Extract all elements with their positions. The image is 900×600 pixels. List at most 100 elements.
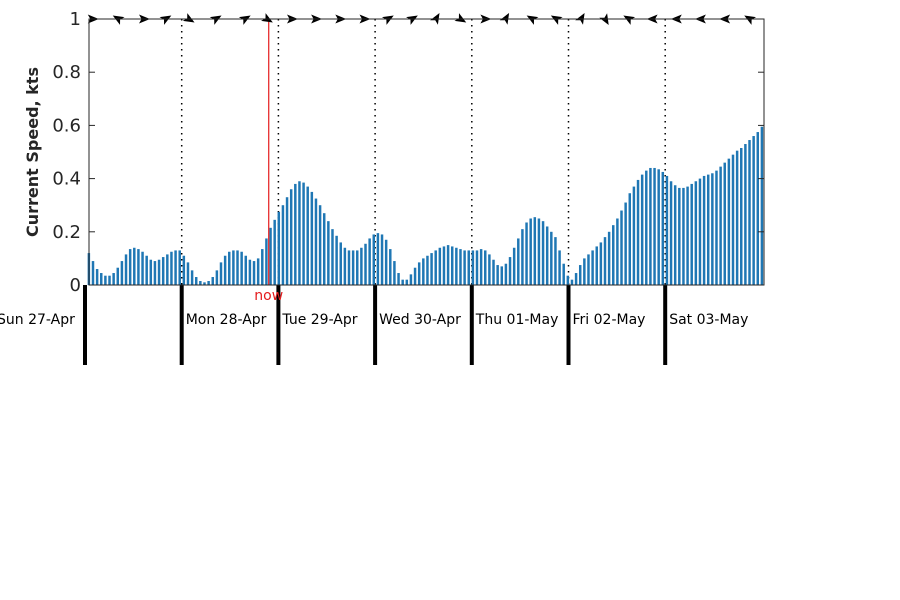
plot-frame — [88, 18, 765, 286]
speed-bar — [475, 250, 479, 285]
speed-bar — [289, 189, 293, 285]
speed-bar — [430, 253, 433, 285]
speed-bar — [570, 279, 574, 285]
speed-bar — [211, 277, 214, 285]
speed-bar — [108, 275, 111, 285]
speed-bar — [174, 250, 177, 285]
x-axis-day-labels: Sun 27-Apr Mon 28-Apr Tue 29-Apr Wed 30-Apr… — [0, 312, 748, 328]
day-label: Fri 02-May — [573, 312, 646, 328]
y-axis: 0 0.2 0.4 0.6 0.8 1 — [52, 9, 764, 296]
speed-bar — [166, 254, 169, 285]
speed-bar — [690, 183, 693, 285]
speed-bar — [521, 229, 524, 285]
speed-bar — [401, 279, 404, 285]
speed-bar — [748, 140, 751, 285]
speed-bar — [356, 250, 359, 285]
y-axis-label: Current Speed, kts — [23, 67, 42, 237]
y-tick-label: 0.8 — [52, 62, 81, 83]
speed-bar — [599, 242, 603, 285]
now-label: now — [254, 288, 283, 304]
speed-bar — [405, 279, 409, 285]
speed-bar — [141, 251, 144, 285]
speed-bar — [550, 231, 553, 285]
speed-bar — [281, 205, 285, 285]
speed-bar — [393, 261, 396, 285]
speed-bar — [157, 259, 161, 285]
direction-arrow — [550, 15, 563, 25]
speed-bar — [711, 173, 714, 285]
speed-bar — [248, 259, 252, 285]
speed-bar — [294, 183, 297, 285]
speed-bar — [339, 242, 342, 285]
speed-bar — [719, 166, 722, 285]
direction-arrow — [406, 15, 418, 25]
speed-bar — [591, 250, 594, 285]
speed-bar — [665, 175, 669, 285]
speed-bar — [587, 254, 590, 285]
speed-bar — [479, 249, 483, 285]
direction-arrow — [381, 15, 394, 25]
speed-bar — [649, 167, 652, 285]
speed-bar — [310, 191, 314, 285]
speed-bar — [760, 126, 764, 285]
speed-bar — [170, 251, 173, 285]
direction-arrow — [209, 15, 222, 25]
speed-bar — [694, 181, 698, 285]
speed-bar — [442, 246, 446, 285]
speed-bar — [343, 247, 347, 285]
speed-bar — [376, 233, 380, 285]
y-tick-label: 0.2 — [52, 222, 81, 243]
day-label: Mon 28-Apr — [186, 312, 267, 328]
day-label: Sat 03-May — [669, 312, 748, 328]
speed-bar — [744, 144, 747, 285]
speed-bar — [190, 270, 194, 285]
speed-bar — [252, 261, 256, 285]
speed-bar — [438, 247, 442, 285]
speed-bar — [752, 136, 755, 285]
speed-bar — [450, 246, 454, 285]
speed-bar — [578, 265, 582, 285]
speed-bar — [558, 250, 561, 285]
speed-bar — [223, 255, 227, 285]
speed-bar — [471, 250, 475, 285]
speed-bar — [566, 275, 570, 285]
speed-bar — [215, 270, 219, 285]
speed-bar — [459, 249, 462, 285]
speed-bar — [422, 258, 425, 285]
speed-bars — [87, 126, 764, 285]
speed-bar — [661, 171, 665, 285]
speed-bar — [636, 179, 640, 285]
speed-bar — [261, 249, 264, 285]
speed-bar — [335, 235, 338, 285]
speed-bar — [368, 238, 371, 285]
direction-arrow — [261, 13, 273, 23]
speed-bar — [397, 273, 400, 285]
day-label: Wed 30-Apr — [379, 312, 461, 328]
speed-bar — [360, 247, 363, 285]
direction-arrow — [238, 15, 251, 25]
speed-bar — [686, 186, 689, 285]
speed-bar — [384, 239, 388, 285]
speed-bar — [533, 217, 537, 285]
speed-bar — [612, 225, 615, 285]
speed-bar — [496, 265, 499, 285]
speed-bar — [446, 245, 450, 285]
speed-bar — [199, 281, 202, 285]
speed-bar — [628, 193, 632, 285]
speed-bar — [149, 259, 153, 285]
speed-bar — [240, 251, 243, 285]
speed-bar — [186, 262, 190, 285]
speed-bar — [529, 218, 532, 285]
speed-bar — [178, 250, 181, 285]
speed-bar — [673, 185, 677, 285]
speed-bar — [306, 186, 309, 285]
speed-bar — [702, 175, 706, 285]
speed-bar — [347, 250, 351, 285]
speed-bar — [455, 247, 458, 285]
speed-bar — [219, 262, 223, 285]
speed-bar — [389, 249, 392, 285]
speed-bar — [500, 266, 504, 285]
speed-bar — [706, 174, 710, 285]
speed-bar — [232, 250, 235, 285]
